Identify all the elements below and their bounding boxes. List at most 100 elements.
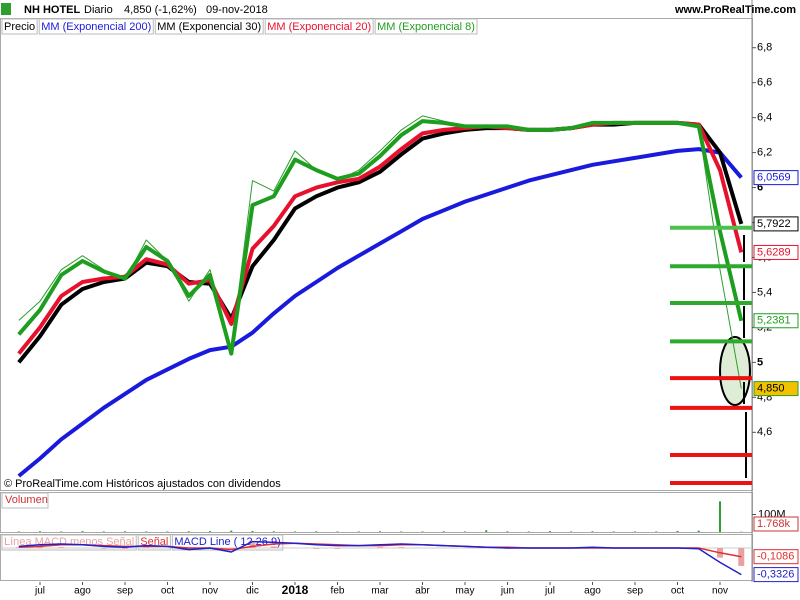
volume-bar xyxy=(336,531,339,532)
volume-bar xyxy=(124,531,126,532)
y-tick-label: 4,6 xyxy=(757,426,772,438)
x-tick-label: may xyxy=(456,586,475,597)
volume-bar xyxy=(39,531,41,532)
last-value-label: -0,3326 xyxy=(757,569,794,581)
volume-bar xyxy=(102,531,105,532)
last-value-label: 5,6289 xyxy=(757,246,791,258)
x-tick-label: sep xyxy=(117,586,134,597)
panel-title: Volumen xyxy=(5,494,48,506)
volume-bar xyxy=(379,531,381,532)
volume-bar xyxy=(676,530,679,532)
date: 09-nov-2018 xyxy=(206,4,268,16)
last-value-label: 6,0569 xyxy=(757,172,791,184)
volume-bar xyxy=(464,531,466,532)
histogram-bar xyxy=(334,548,341,549)
last-value-box xyxy=(753,313,799,329)
x-tick-label: nov xyxy=(712,586,728,597)
series-line xyxy=(18,540,742,576)
x-tick-label: oct xyxy=(161,586,175,597)
legend-entry: MM (Exponencial 20) xyxy=(267,21,371,33)
volume-bar xyxy=(570,531,573,532)
x-tick-label: feb xyxy=(331,586,345,597)
histogram-bar xyxy=(37,546,43,548)
volume-bar xyxy=(719,501,721,532)
volume-bar xyxy=(634,531,636,532)
x-tick-label: abr xyxy=(415,586,430,597)
histogram-bar xyxy=(377,547,383,548)
symbol: NH HOTEL xyxy=(24,4,81,16)
volume-bar xyxy=(400,531,403,532)
last-value-label: 1.768k xyxy=(757,518,791,530)
legend-box xyxy=(1,534,137,551)
plot: 4,64,855,25,45,65,866,26,46,66,8julagose… xyxy=(0,42,799,597)
volume-bar xyxy=(421,531,424,532)
highlight-ellipse xyxy=(719,336,751,406)
volume-bar xyxy=(209,531,211,532)
y-tick-label: 6 xyxy=(757,181,763,193)
legend-box xyxy=(1,18,38,35)
series-line xyxy=(17,147,743,478)
histogram-bar xyxy=(185,548,192,550)
volume-bar xyxy=(527,531,530,532)
volume-bar xyxy=(294,531,296,532)
x-tick-label: jul xyxy=(34,586,45,597)
histogram-bar xyxy=(122,548,128,549)
volume-bar xyxy=(591,531,594,532)
last-value-label: 4,850 xyxy=(757,383,785,395)
site: www.ProRealTime.com xyxy=(674,4,796,16)
x-tick-label: nov xyxy=(202,586,218,597)
last-value-label: 5,7922 xyxy=(757,218,791,230)
volume-bar xyxy=(272,531,275,532)
x-tick-label: dic xyxy=(246,586,259,597)
arrows xyxy=(743,235,747,478)
panel-title-box xyxy=(1,492,49,509)
histogram-bar xyxy=(58,547,65,548)
last-value-box xyxy=(753,216,799,232)
volume-bar xyxy=(187,531,190,532)
volume-bar xyxy=(506,531,509,532)
legend-entry: Precio xyxy=(4,21,35,33)
last-value-box xyxy=(753,381,799,397)
last-value-box xyxy=(753,567,799,583)
last-value-box xyxy=(753,549,799,565)
volume-bar xyxy=(485,530,488,532)
price: 4,850 (-1,62%) xyxy=(124,4,197,16)
x-tick-label: sep xyxy=(627,586,644,597)
x-tick-label: ago xyxy=(584,586,601,597)
legend-entry: MM (Exponencial 200) xyxy=(41,21,151,33)
histogram-bar xyxy=(249,543,256,548)
histogram-bar xyxy=(15,547,22,548)
y-tick-label: 6,2 xyxy=(757,147,772,159)
x-tick-label: oct xyxy=(671,586,685,597)
histogram-bar xyxy=(313,548,320,549)
y-tick-label: 6,4 xyxy=(757,112,772,124)
volume-bar xyxy=(697,530,700,532)
volume-bar xyxy=(315,531,318,532)
last-value-box xyxy=(753,244,799,260)
histogram-bar xyxy=(100,548,107,549)
legend-box xyxy=(137,534,171,551)
legend-entry: MM (Exponencial 8) xyxy=(377,21,475,33)
x-tick-label: 2018 xyxy=(282,583,309,597)
volume-bar xyxy=(145,531,148,532)
volume-bar xyxy=(60,531,63,532)
histogram-bar xyxy=(270,546,277,548)
volume-bar xyxy=(166,531,169,532)
volume-bar xyxy=(655,531,658,532)
x-tick-label: jul xyxy=(544,586,555,597)
last-value-label: 5,2381 xyxy=(757,315,791,327)
x-tick-label: ago xyxy=(74,586,91,597)
volume-bar xyxy=(612,531,615,532)
legend-box xyxy=(374,18,478,35)
histogram-bar xyxy=(398,547,405,548)
last-value-label: -0,1086 xyxy=(757,551,794,563)
header-icon xyxy=(1,3,11,15)
period: Diario xyxy=(84,4,113,16)
legend-entry: MM (Exponencial 30) xyxy=(157,21,261,33)
y-tick-label: 5,4 xyxy=(757,286,772,298)
y-tick-label: 6,6 xyxy=(757,77,772,89)
volume-bar xyxy=(81,531,84,532)
